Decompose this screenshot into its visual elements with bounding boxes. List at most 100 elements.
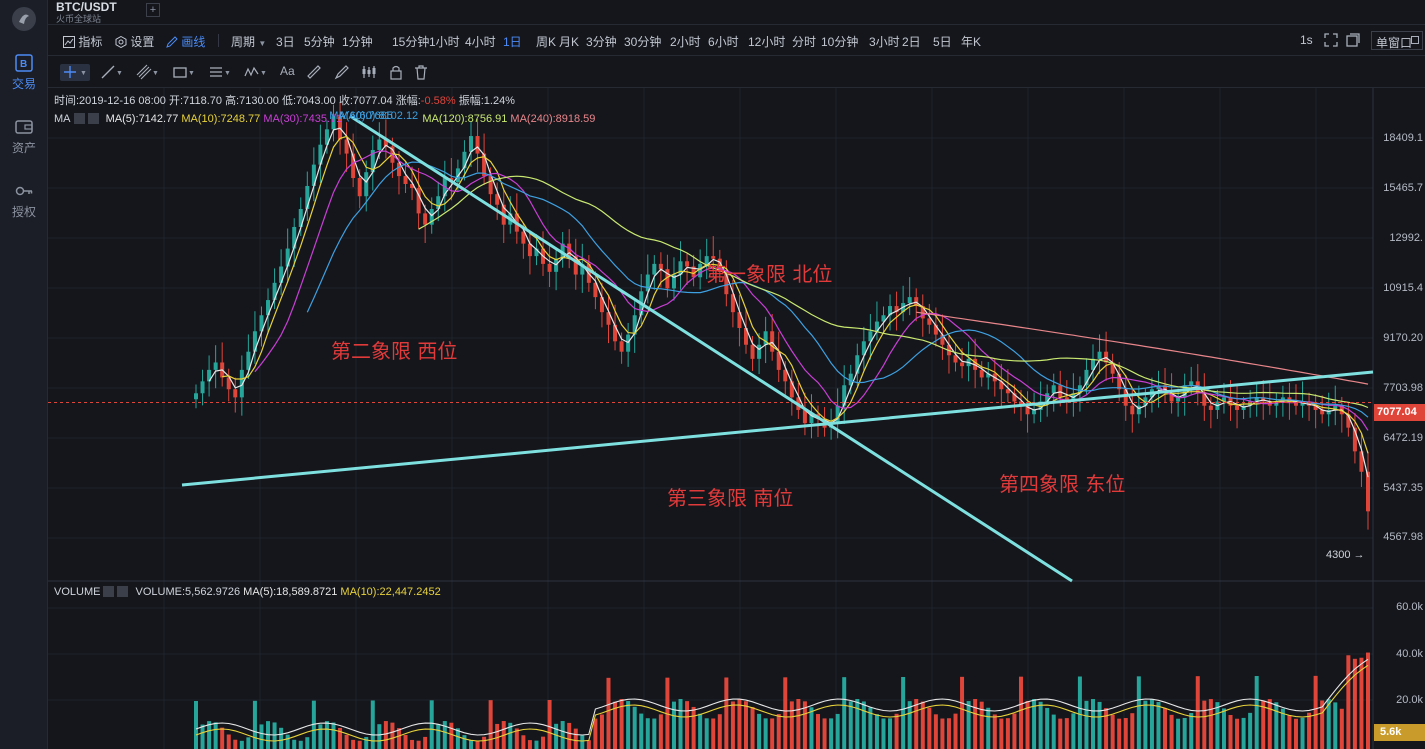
period-option[interactable]: 2小时 bbox=[670, 35, 701, 49]
candle-body bbox=[809, 414, 814, 424]
candle-body bbox=[305, 185, 310, 210]
annotation-q4[interactable]: 第四象限 东位 bbox=[999, 472, 1126, 496]
period-option[interactable]: 5分钟 bbox=[304, 35, 335, 49]
price-tick-label: 7703.98 bbox=[1383, 382, 1423, 394]
fullscreen-icon[interactable] bbox=[1324, 33, 1338, 50]
candlestick-chart[interactable] bbox=[48, 88, 1425, 749]
close-icon[interactable] bbox=[117, 586, 129, 597]
indicator-button[interactable]: 指标 bbox=[63, 33, 102, 50]
annotation-q1[interactable]: 第一象限 北位 bbox=[706, 262, 833, 286]
period-option[interactable]: 1日 bbox=[503, 35, 522, 49]
period-option[interactable]: 1分钟 bbox=[342, 35, 373, 49]
rail-item-assets[interactable]: 资产 bbox=[0, 118, 48, 156]
candle-body bbox=[606, 312, 611, 325]
line-tool[interactable]: ▼ bbox=[100, 64, 123, 81]
draw-button[interactable]: 画线 bbox=[166, 33, 205, 50]
volume-bar bbox=[318, 724, 323, 749]
gear-icon[interactable] bbox=[103, 586, 115, 597]
candle-body bbox=[364, 172, 369, 197]
volume-bar bbox=[1352, 658, 1357, 749]
rect-tool[interactable]: ▼ bbox=[172, 64, 195, 81]
volume-bar bbox=[423, 736, 428, 749]
candle-body bbox=[698, 263, 703, 278]
volume-bar bbox=[1143, 700, 1148, 749]
crosshair-tool[interactable]: ▼ bbox=[60, 64, 90, 81]
ma60-line bbox=[306, 161, 1369, 418]
annotation-q3[interactable]: 第三象限 南位 bbox=[667, 486, 794, 510]
rail-item-trade[interactable]: B 交易 bbox=[0, 54, 48, 92]
brush-tool[interactable] bbox=[334, 64, 350, 81]
channel-tool[interactable]: ▼ bbox=[136, 64, 159, 81]
pencil-icon bbox=[166, 36, 178, 48]
period-option[interactable]: 4小时 bbox=[465, 35, 496, 49]
volume-bar bbox=[455, 728, 460, 749]
volume-bar bbox=[868, 707, 873, 749]
volume-bar bbox=[1005, 718, 1010, 749]
logo bbox=[12, 7, 36, 31]
volume-bar bbox=[1097, 701, 1102, 749]
last-volume-tag: 5.6k bbox=[1374, 724, 1425, 741]
period-option[interactable]: 12小时 bbox=[748, 35, 786, 49]
volume-bar bbox=[311, 700, 316, 749]
chart-area[interactable]: 时间:2019-12-16 08:00 开:7118.70 高:7130.00 … bbox=[48, 88, 1425, 749]
annotation-q2[interactable]: 第二象限 西位 bbox=[331, 339, 458, 363]
pair-title[interactable]: BTC/USDT bbox=[56, 0, 117, 14]
volume-bar bbox=[1064, 718, 1069, 749]
period-dropdown[interactable]: 周期 ▼ bbox=[231, 35, 267, 49]
close-icon[interactable] bbox=[87, 113, 99, 124]
volume-bar bbox=[1058, 718, 1063, 749]
period-option[interactable]: 月K bbox=[559, 35, 580, 49]
chevron-down-icon: ▼ bbox=[152, 70, 159, 77]
candle-body bbox=[324, 129, 329, 145]
fibonacci-icon bbox=[210, 67, 222, 77]
candle-body bbox=[1333, 405, 1338, 410]
candle-body bbox=[743, 328, 748, 345]
volume-bar bbox=[717, 714, 722, 749]
layout-select[interactable]: 单窗口 bbox=[1371, 31, 1423, 50]
candle-body bbox=[979, 369, 984, 378]
volume-bar bbox=[1313, 675, 1318, 749]
period-option[interactable]: 2日 bbox=[902, 35, 921, 49]
volume-bar bbox=[1045, 707, 1050, 749]
lock-tool[interactable] bbox=[388, 64, 404, 81]
candle-body bbox=[986, 373, 991, 378]
wave-tool[interactable]: ▼ bbox=[244, 64, 267, 81]
period-option[interactable]: 15分钟 bbox=[392, 35, 430, 49]
period-option[interactable]: 分时 bbox=[792, 35, 817, 49]
volume-ma5-line bbox=[195, 658, 1369, 736]
volume-bar bbox=[410, 739, 415, 749]
candle-body bbox=[396, 162, 401, 177]
period-option[interactable]: 1小时 bbox=[429, 35, 460, 49]
text-tool[interactable]: Aa bbox=[280, 64, 295, 78]
candle-body bbox=[482, 153, 487, 177]
period-option[interactable]: 年K bbox=[961, 35, 982, 49]
volume-bar bbox=[848, 701, 853, 749]
candle-body bbox=[1208, 405, 1213, 410]
ruler-tool[interactable] bbox=[306, 64, 322, 81]
volume-bar bbox=[992, 714, 997, 749]
volume-bar bbox=[1012, 713, 1017, 749]
period-option[interactable]: 30分钟 bbox=[624, 35, 662, 49]
period-option[interactable]: 10分钟 bbox=[821, 35, 859, 49]
rail-item-auth[interactable]: 授权 bbox=[0, 182, 48, 220]
volume-bar bbox=[966, 701, 971, 749]
ma-info: MA MA(5):7142.77 MA(10):7248.77 MA(30):7… bbox=[54, 110, 596, 125]
fib-tool[interactable]: ▼ bbox=[208, 64, 231, 81]
refresh-rate[interactable]: 1s bbox=[1300, 33, 1313, 47]
period-option[interactable]: 周K bbox=[536, 35, 557, 49]
settings-button[interactable]: 设置 bbox=[115, 33, 154, 50]
volume-bar bbox=[1110, 714, 1115, 749]
delete-tool[interactable] bbox=[413, 64, 429, 81]
period-option[interactable]: 3分钟 bbox=[586, 35, 617, 49]
period-option[interactable]: 3日 bbox=[276, 35, 295, 49]
low-marker: 4300 → bbox=[1326, 549, 1365, 561]
candles-tool[interactable] bbox=[361, 64, 377, 81]
add-tab-button[interactable]: + bbox=[146, 3, 160, 17]
screenshot-icon[interactable] bbox=[1346, 33, 1360, 50]
gear-icon[interactable] bbox=[73, 113, 85, 124]
volume-bar bbox=[593, 718, 598, 749]
period-option[interactable]: 5日 bbox=[933, 35, 952, 49]
candle-body bbox=[724, 271, 729, 295]
period-option[interactable]: 6小时 bbox=[708, 35, 739, 49]
period-option[interactable]: 3小时 bbox=[869, 35, 900, 49]
